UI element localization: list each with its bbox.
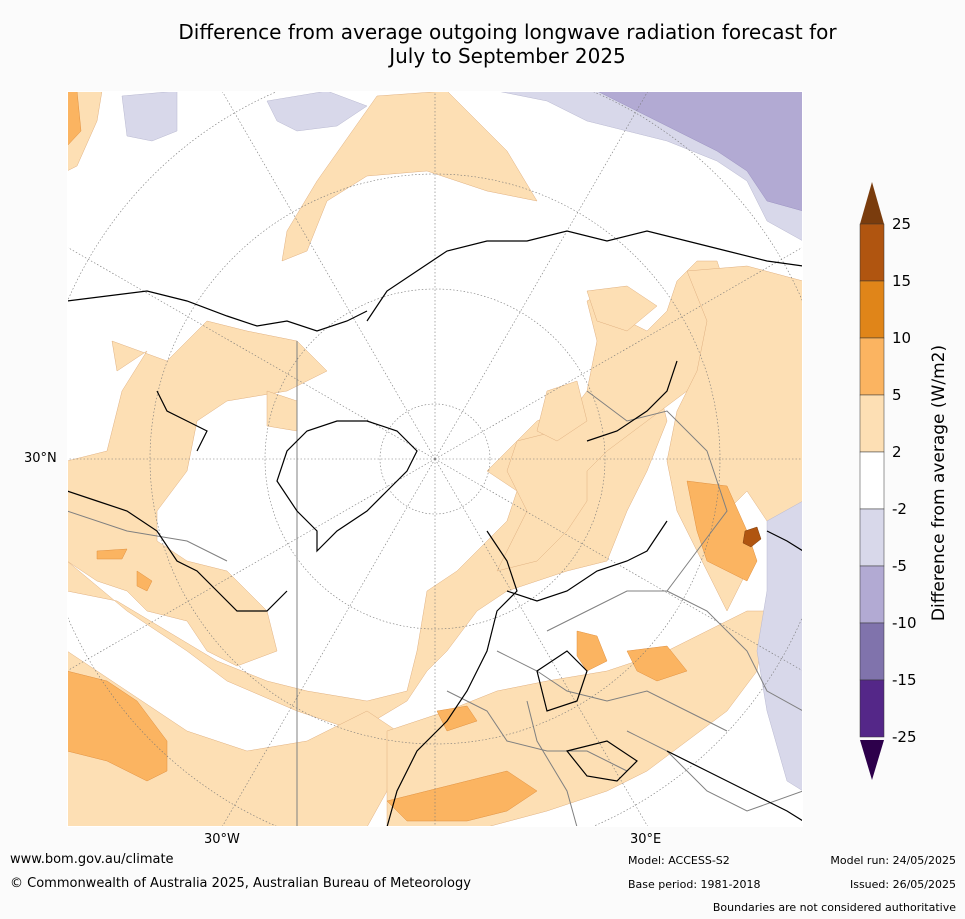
footer-model-run: Model run: 24/05/2025 bbox=[830, 854, 956, 867]
lon-label-30w: 30°W bbox=[204, 832, 240, 847]
title-line-1: Difference from average outgoing longwav… bbox=[178, 20, 837, 44]
anomaly-5-10-regions bbox=[67, 91, 758, 822]
colorbar-segment bbox=[859, 451, 885, 510]
colorbar-segment bbox=[859, 223, 885, 282]
title-line-2: July to September 2025 bbox=[389, 44, 626, 68]
colorbar-segment bbox=[859, 622, 885, 681]
colorbar-segment bbox=[859, 565, 885, 624]
anomaly-10-15-spot bbox=[742, 526, 762, 548]
footer-issued: Issued: 26/05/2025 bbox=[849, 878, 956, 891]
footer-base-period: Base period: 1981-2018 bbox=[628, 878, 761, 891]
map-canvas bbox=[67, 91, 803, 827]
footer-copyright: © Commonwealth of Australia 2025, Austra… bbox=[10, 876, 471, 891]
colorbar-tick: 25 bbox=[892, 215, 912, 233]
colorbar-tick: -10 bbox=[892, 614, 917, 632]
colorbar-tick: 2 bbox=[892, 443, 902, 461]
colorbar-top-arrow bbox=[860, 182, 884, 224]
footer-model: Model: ACCESS-S2 bbox=[628, 854, 730, 867]
polar-map bbox=[67, 91, 803, 827]
colorbar-segment bbox=[859, 280, 885, 339]
colorbar-svg bbox=[859, 182, 885, 780]
colorbar-segment bbox=[859, 679, 885, 738]
footer-disclaimer: Boundaries are not considered authoritat… bbox=[712, 901, 956, 914]
anomaly-2-5-regions bbox=[67, 91, 803, 827]
colorbar-tick: 5 bbox=[892, 386, 902, 404]
map-title: Difference from average outgoing longwav… bbox=[60, 20, 955, 68]
colorbar-tick: -2 bbox=[892, 500, 907, 518]
colorbar-segment bbox=[859, 337, 885, 396]
anomaly-negative-5-10-region bbox=[596, 91, 803, 212]
map-border bbox=[67, 91, 803, 827]
colorbar-segment bbox=[859, 394, 885, 453]
coastlines bbox=[67, 230, 803, 827]
colorbar-tick: -15 bbox=[892, 671, 917, 689]
colorbar bbox=[856, 180, 965, 790]
colorbar-tick: -5 bbox=[892, 557, 907, 575]
footer-url[interactable]: www.bom.gov.au/climate bbox=[10, 852, 174, 867]
colorbar-tick: 15 bbox=[892, 272, 912, 290]
country-boundaries bbox=[67, 341, 803, 827]
colorbar-bottom-arrow bbox=[860, 740, 884, 780]
colorbar-segment bbox=[859, 508, 885, 567]
lon-label-30e: 30°E bbox=[630, 832, 662, 847]
lat-label-30n: 30°N bbox=[24, 451, 57, 466]
colorbar-title: Difference from average (W/m2) bbox=[929, 344, 949, 622]
colorbar-tick: -25 bbox=[892, 728, 917, 746]
colorbar-tick: 10 bbox=[892, 329, 912, 347]
